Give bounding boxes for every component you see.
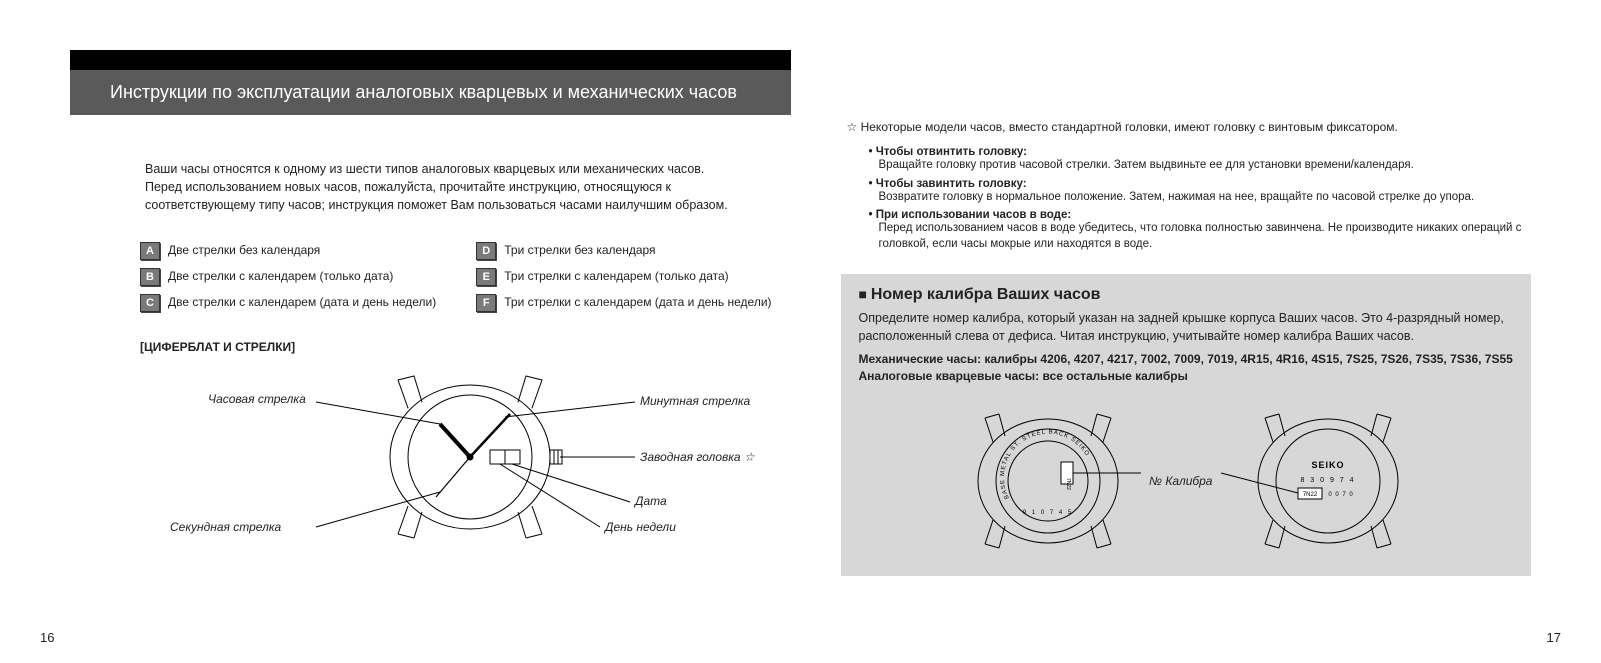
- watch-types-grid: A Две стрелки без календаря B Две стрелки …: [140, 242, 761, 320]
- svg-text:8 3 0 9 7 4: 8 3 0 9 7 4: [1301, 477, 1356, 484]
- caseback-svg-2: SEIKO 8 3 0 9 7 4 7N22 0 0 7 0: [1218, 396, 1418, 566]
- label-second-hand: Секундная стрелка: [170, 520, 281, 534]
- caliber-body: Определите номер калибра, который указан…: [859, 310, 1514, 345]
- page-right: ☆ Некоторые модели часов, вместо стандар…: [801, 0, 1601, 663]
- type-text: Две стрелки с календарем (только дата): [168, 268, 393, 284]
- page-left: Инструкции по эксплуатации аналоговых кв…: [0, 0, 801, 663]
- bullet-body: Перед использованием часов в воде убедит…: [879, 221, 1532, 252]
- bullet-head: Чтобы отвинтить головку:: [869, 146, 1532, 158]
- svg-text:9 1 0 7 4 5: 9 1 0 7 4 5: [1023, 510, 1073, 516]
- page-number: 16: [40, 630, 54, 645]
- bullet-head: Чтобы завинтить головку:: [869, 178, 1532, 190]
- type-item: C Две стрелки с календарем (дата и день н…: [140, 294, 436, 312]
- type-item: E Три стрелки с календарем (только дата): [476, 268, 771, 286]
- label-minute-hand: Минутная стрелка: [640, 394, 750, 408]
- label-crown: Заводная головка ☆: [640, 450, 755, 464]
- type-badge: F: [476, 294, 496, 312]
- type-badge: B: [140, 268, 160, 286]
- caliber-list-quartz: Аналоговые кварцевые часы: все остальные…: [859, 368, 1514, 385]
- label-date: Дата: [635, 494, 667, 508]
- svg-text:0 0 7 0: 0 0 7 0: [1329, 492, 1354, 498]
- type-badge: D: [476, 242, 496, 260]
- svg-text:7N22: 7N22: [1303, 492, 1318, 498]
- type-badge: E: [476, 268, 496, 286]
- bullet-head: При использовании часов в воде:: [869, 209, 1532, 221]
- type-text: Три стрелки с календарем (только дата): [504, 268, 728, 284]
- type-badge: A: [140, 242, 160, 260]
- page-number: 17: [1547, 630, 1561, 645]
- crown-instructions: Чтобы отвинтить головку:Вращайте головку…: [869, 146, 1532, 252]
- svg-text:SEIKO: SEIKO: [1312, 460, 1345, 470]
- watch-diagram: Часовая стрелка Секундная стрелка Минутн…: [140, 362, 810, 552]
- dial-heading: [ЦИФЕРБЛАТ И СТРЕЛКИ]: [140, 340, 761, 354]
- title-banner: Инструкции по эксплуатации аналоговых кв…: [70, 70, 791, 115]
- label-day: День недели: [605, 520, 676, 534]
- header-black-bar: [70, 50, 791, 70]
- caliber-list-mechanical: Механические часы: калибры 4206, 4207, 4…: [859, 351, 1514, 368]
- crown-footnote: ☆ Некоторые модели часов, вместо стандар…: [847, 120, 1532, 134]
- caseback-svg-1: BASE METAL ST. STEEL BACK SEIKO 7N22 9 1…: [953, 396, 1143, 566]
- type-text: Три стрелки с календарем (дата и день не…: [504, 294, 771, 310]
- caseback-diagrams: BASE METAL ST. STEEL BACK SEIKO 7N22 9 1…: [859, 396, 1514, 566]
- bullet-body: Вращайте головку против часовой стрелки.…: [879, 158, 1532, 174]
- bullet-body: Возвратите головку в нормальное положени…: [879, 190, 1532, 206]
- type-item: B Две стрелки с календарем (только дата): [140, 268, 436, 286]
- type-item: F Три стрелки с календарем (дата и день н…: [476, 294, 771, 312]
- caliber-label: № Калибра: [1149, 474, 1212, 488]
- type-text: Две стрелки с календарем (дата и день не…: [168, 294, 436, 310]
- label-hour-hand: Часовая стрелка: [208, 392, 306, 406]
- caliber-box: Номер калибра Ваших часов Определите ном…: [841, 274, 1532, 576]
- type-item: D Три стрелки без календаря: [476, 242, 771, 260]
- type-text: Две стрелки без календаря: [168, 242, 320, 258]
- svg-text:BASE METAL ST. STEEL BACK SEIK: BASE METAL ST. STEEL BACK SEIKO: [1000, 429, 1090, 499]
- caliber-title: Номер калибра Ваших часов: [859, 286, 1514, 304]
- svg-text:7N22: 7N22: [1065, 478, 1071, 490]
- type-badge: C: [140, 294, 160, 312]
- type-item: A Две стрелки без календаря: [140, 242, 436, 260]
- intro-paragraph: Ваши часы относятся к одному из шести ти…: [145, 160, 741, 214]
- type-text: Три стрелки без календаря: [504, 242, 655, 258]
